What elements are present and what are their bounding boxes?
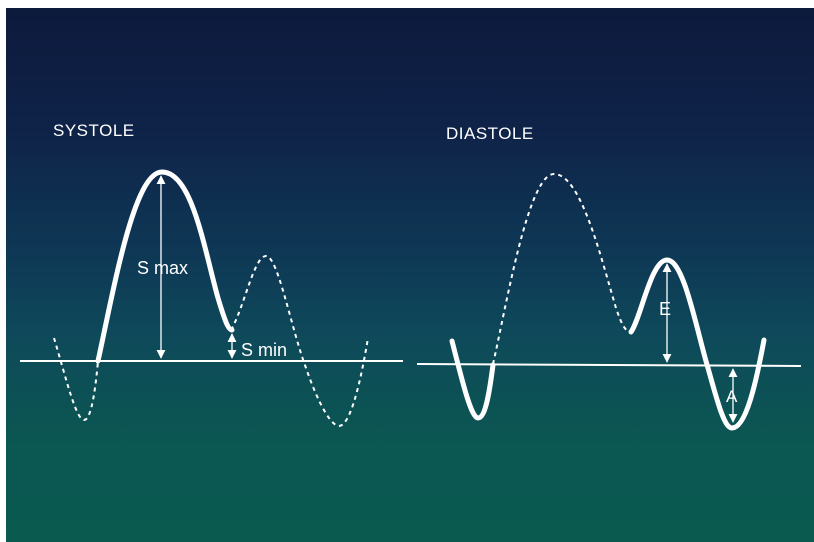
diastole-solid-left	[452, 341, 493, 418]
diastole-baseline	[417, 364, 801, 366]
systole-panel: S max S min	[20, 172, 403, 426]
waveform-diagram: S max S min E A	[6, 8, 814, 542]
s-min-label: S min	[241, 340, 287, 360]
diastole-dashed-peak	[493, 174, 631, 364]
e-label: E	[659, 299, 671, 319]
systole-dashed-left	[54, 338, 98, 420]
slide: SYSTOLE DIASTOLE S max S min	[6, 8, 814, 542]
diastole-panel: E A	[417, 174, 801, 428]
diastole-solid-ea	[631, 260, 764, 428]
a-label: A	[726, 387, 738, 406]
s-max-label: S max	[137, 258, 188, 278]
